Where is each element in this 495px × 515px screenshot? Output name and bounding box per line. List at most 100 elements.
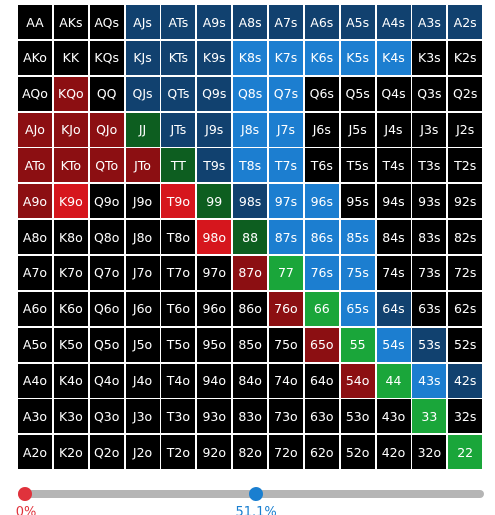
hand-cell[interactable]: 62o bbox=[304, 435, 339, 470]
hand-cell[interactable]: A3o bbox=[18, 399, 52, 434]
hand-cell[interactable]: A4o bbox=[18, 363, 52, 398]
hand-cell[interactable]: 63s bbox=[412, 291, 447, 326]
hand-cell[interactable]: 63o bbox=[304, 399, 339, 434]
hand-cell[interactable]: A3s bbox=[412, 5, 447, 39]
hand-cell[interactable]: J2s bbox=[448, 112, 483, 147]
hand-cell[interactable]: 53o bbox=[340, 399, 375, 434]
hand-cell[interactable]: 76s bbox=[304, 255, 339, 290]
hand-cell[interactable]: J7o bbox=[125, 255, 160, 290]
hand-cell[interactable]: KTs bbox=[161, 40, 196, 75]
hand-cell[interactable]: J3s bbox=[412, 112, 447, 147]
hand-cell[interactable]: 87o bbox=[233, 255, 268, 290]
hand-cell[interactable]: 75s bbox=[340, 255, 375, 290]
hand-cell[interactable]: QTo bbox=[89, 148, 124, 183]
hand-cell[interactable]: 85s bbox=[340, 220, 375, 255]
hand-cell[interactable]: Q2s bbox=[448, 76, 483, 111]
hand-cell[interactable]: K2s bbox=[448, 40, 483, 75]
slider-handle[interactable] bbox=[249, 487, 264, 501]
hand-cell[interactable]: J6s bbox=[304, 112, 339, 147]
hand-cell[interactable]: T9o bbox=[161, 184, 196, 219]
hand-cell[interactable]: 96s bbox=[304, 184, 339, 219]
hand-cell[interactable]: A5o bbox=[18, 327, 52, 362]
hand-cell[interactable]: Q8s bbox=[233, 76, 268, 111]
hand-cell[interactable]: 84o bbox=[233, 363, 268, 398]
hand-cell[interactable]: 94o bbox=[197, 363, 232, 398]
hand-cell[interactable]: AJs bbox=[125, 5, 160, 39]
hand-cell[interactable]: A2s bbox=[448, 5, 483, 39]
hand-cell[interactable]: 42o bbox=[376, 435, 411, 470]
hand-cell[interactable]: J2o bbox=[125, 435, 160, 470]
hand-cell[interactable]: A8s bbox=[233, 5, 268, 39]
hand-cell[interactable]: T5o bbox=[161, 327, 196, 362]
hand-cell[interactable]: 65s bbox=[340, 291, 375, 326]
hand-cell[interactable]: 52o bbox=[340, 435, 375, 470]
hand-cell[interactable]: 76o bbox=[268, 291, 303, 326]
hand-cell[interactable]: T2s bbox=[448, 148, 483, 183]
hand-cell[interactable]: 64o bbox=[304, 363, 339, 398]
hand-cell[interactable]: QJs bbox=[125, 76, 160, 111]
hand-cell[interactable]: 53s bbox=[412, 327, 447, 362]
hand-cell[interactable]: 88 bbox=[233, 220, 268, 255]
hand-cell[interactable]: A4s bbox=[376, 5, 411, 39]
hand-cell[interactable]: T7s bbox=[268, 148, 303, 183]
hand-cell[interactable]: 97o bbox=[197, 255, 232, 290]
hand-cell[interactable]: 73o bbox=[268, 399, 303, 434]
hand-cell[interactable]: Q4s bbox=[376, 76, 411, 111]
hand-cell[interactable]: AQo bbox=[18, 76, 52, 111]
hand-cell[interactable]: K7s bbox=[268, 40, 303, 75]
hand-cell[interactable]: 77 bbox=[268, 255, 303, 290]
hand-cell[interactable]: 54s bbox=[376, 327, 411, 362]
hand-cell[interactable]: 42s bbox=[448, 363, 483, 398]
hand-cell[interactable]: A5s bbox=[340, 5, 375, 39]
hand-cell[interactable]: 74o bbox=[268, 363, 303, 398]
hand-cell[interactable]: A9o bbox=[18, 184, 52, 219]
hand-cell[interactable]: 92o bbox=[197, 435, 232, 470]
hand-cell[interactable]: 82s bbox=[448, 220, 483, 255]
hand-cell[interactable]: Q7s bbox=[268, 76, 303, 111]
hand-cell[interactable]: 44 bbox=[376, 363, 411, 398]
hand-cell[interactable]: 22 bbox=[448, 435, 483, 470]
hand-cell[interactable]: T3o bbox=[161, 399, 196, 434]
hand-cell[interactable]: 55 bbox=[340, 327, 375, 362]
hand-cell[interactable]: 62s bbox=[448, 291, 483, 326]
hand-cell[interactable]: KQo bbox=[53, 76, 88, 111]
hand-cell[interactable]: T8o bbox=[161, 220, 196, 255]
hand-cell[interactable]: 32s bbox=[448, 399, 483, 434]
hand-cell[interactable]: T5s bbox=[340, 148, 375, 183]
hand-cell[interactable]: KJs bbox=[125, 40, 160, 75]
hand-cell[interactable]: 92s bbox=[448, 184, 483, 219]
hand-cell[interactable]: AKo bbox=[18, 40, 52, 75]
hand-cell[interactable]: K9o bbox=[53, 184, 88, 219]
hand-cell[interactable]: 66 bbox=[304, 291, 339, 326]
hand-cell[interactable]: K2o bbox=[53, 435, 88, 470]
hand-cell[interactable]: 64s bbox=[376, 291, 411, 326]
hand-cell[interactable]: 83o bbox=[233, 399, 268, 434]
hand-cell[interactable]: Q9o bbox=[89, 184, 124, 219]
hand-cell[interactable]: T8s bbox=[233, 148, 268, 183]
hand-cell[interactable]: 94s bbox=[376, 184, 411, 219]
hand-cell[interactable]: AKs bbox=[53, 5, 88, 39]
hand-cell[interactable]: JJ bbox=[125, 112, 160, 147]
hand-cell[interactable]: J5o bbox=[125, 327, 160, 362]
hand-cell[interactable]: Q6o bbox=[89, 291, 124, 326]
hand-cell[interactable]: J8o bbox=[125, 220, 160, 255]
hand-cell[interactable]: Q3s bbox=[412, 76, 447, 111]
hand-cell[interactable]: 72o bbox=[268, 435, 303, 470]
hand-cell[interactable]: 52s bbox=[448, 327, 483, 362]
hand-cell[interactable]: Q7o bbox=[89, 255, 124, 290]
hand-cell[interactable]: Q8o bbox=[89, 220, 124, 255]
hand-cell[interactable]: K6o bbox=[53, 291, 88, 326]
hand-cell[interactable]: 65o bbox=[304, 327, 339, 362]
hand-cell[interactable]: 74s bbox=[376, 255, 411, 290]
hand-cell[interactable]: K5s bbox=[340, 40, 375, 75]
hand-cell[interactable]: Q2o bbox=[89, 435, 124, 470]
hand-cell[interactable]: A8o bbox=[18, 220, 52, 255]
hand-cell[interactable]: JTo bbox=[125, 148, 160, 183]
hand-cell[interactable]: 82o bbox=[233, 435, 268, 470]
hand-cell[interactable]: Q5s bbox=[340, 76, 375, 111]
hand-cell[interactable]: AJo bbox=[18, 112, 52, 147]
hand-cell[interactable]: 43o bbox=[376, 399, 411, 434]
hand-cell[interactable]: KTo bbox=[53, 148, 88, 183]
hand-cell[interactable]: K3s bbox=[412, 40, 447, 75]
hand-cell[interactable]: K4o bbox=[53, 363, 88, 398]
